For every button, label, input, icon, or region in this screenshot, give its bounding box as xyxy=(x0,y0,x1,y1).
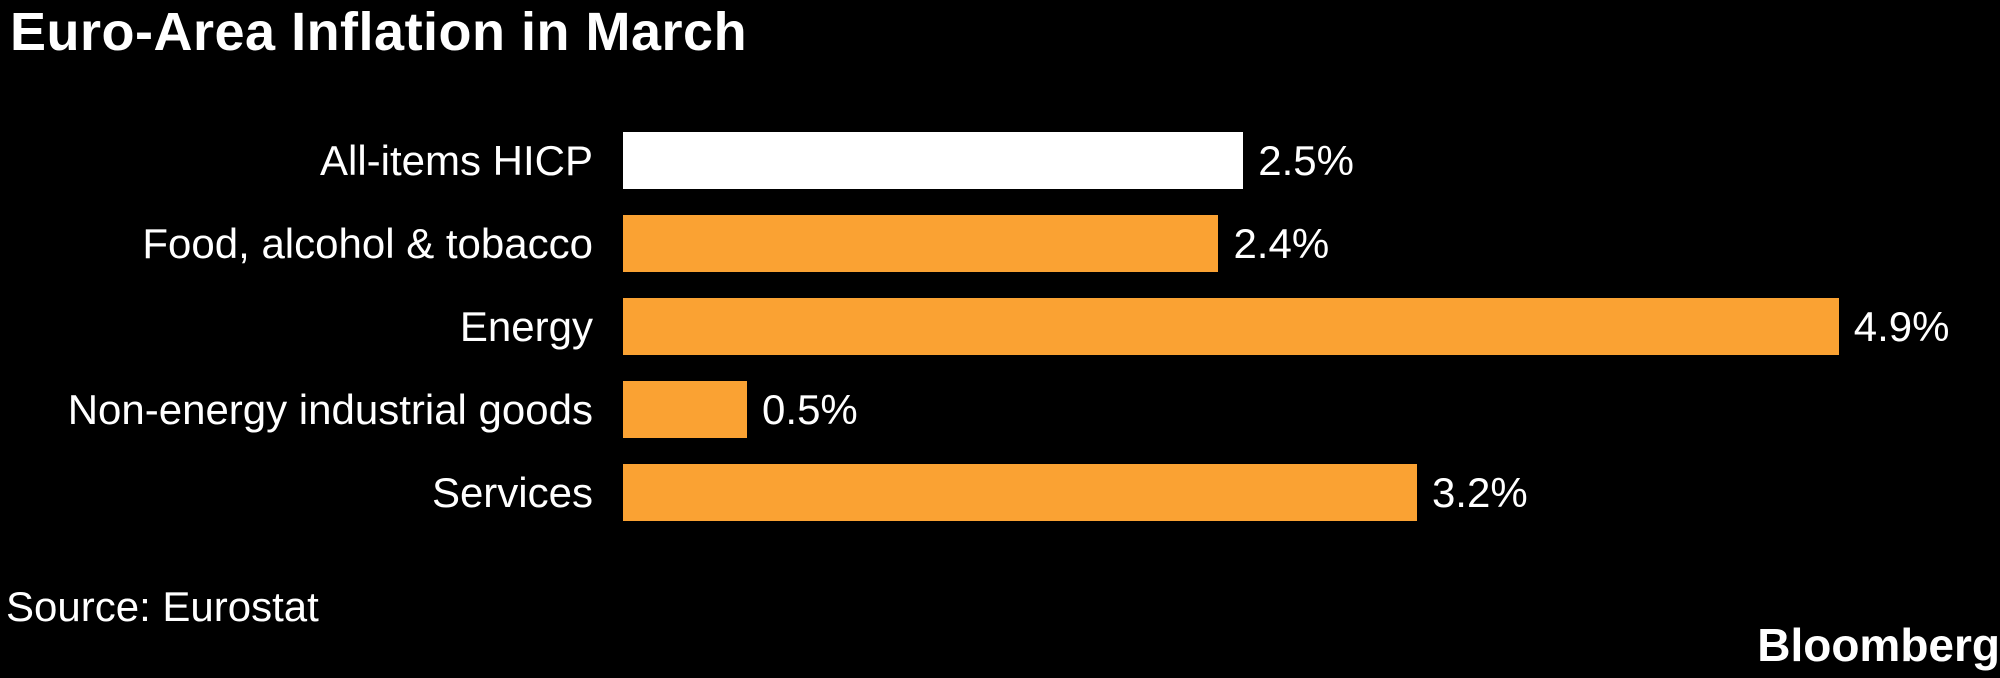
value-label: 4.9% xyxy=(1853,302,1950,350)
bar-energy xyxy=(623,298,1839,355)
category-label: Non-energy industrial goods xyxy=(67,385,593,433)
bar-track: 3.2% xyxy=(623,464,2000,521)
bar-food-alcohol-tobacco xyxy=(623,215,1219,272)
bar-track: 4.9% xyxy=(623,298,2000,355)
value-label: 2.4% xyxy=(1233,219,1330,267)
value-label: 0.5% xyxy=(762,385,858,433)
chart-title: Euro-Area Inflation in March xyxy=(10,2,748,62)
bar-row-all-items-hicp: All-items HICP 2.5% xyxy=(0,132,2000,189)
bar-services xyxy=(623,464,1417,521)
category-label: Energy xyxy=(459,302,593,350)
bar-row-food-alcohol-tobacco: Food, alcohol & tobacco 2.4% xyxy=(0,215,2000,272)
category-label: Food, alcohol & tobacco xyxy=(142,219,593,267)
bar-row-services: Services 3.2% xyxy=(0,464,2000,521)
bar-non-energy-industrial-goods xyxy=(623,381,748,438)
bar-chart: All-items HICP 2.5% Food, alcohol & toba… xyxy=(0,132,2000,547)
bar-track: 2.5% xyxy=(623,132,2000,189)
bar-all-items-hicp xyxy=(623,132,1244,189)
bar-row-energy: Energy 4.9% xyxy=(0,298,2000,355)
value-label: 3.2% xyxy=(1431,468,1528,516)
bar-row-non-energy-industrial-goods: Non-energy industrial goods 0.5% xyxy=(0,381,2000,438)
value-label: 2.5% xyxy=(1258,136,1354,184)
bar-track: 2.4% xyxy=(623,215,2000,272)
bloomberg-logo: Bloomberg xyxy=(1757,619,2000,671)
category-label: Services xyxy=(431,468,593,516)
bar-track: 0.5% xyxy=(623,381,2000,438)
source-note: Source: Eurostat xyxy=(6,583,319,630)
category-label: All-items HICP xyxy=(319,136,593,184)
